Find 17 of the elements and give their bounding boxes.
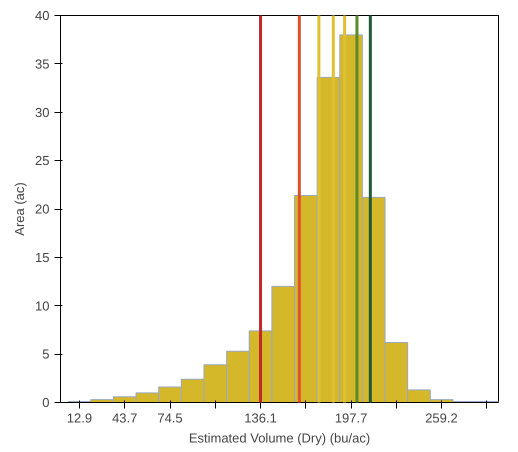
y-axis-title: Area (ac) xyxy=(12,182,28,236)
y-tick-label: 20 xyxy=(35,202,50,216)
x-tick-label: 136.1 xyxy=(244,410,277,426)
y-tick-label: 30 xyxy=(35,104,50,120)
x-tick-label: 259.2 xyxy=(425,410,458,426)
x-axis-title: Estimated Volume (Dry) (bu/ac) xyxy=(188,430,370,446)
x-tick-label: 12.9 xyxy=(66,410,92,426)
x-tick-label: 43.7 xyxy=(112,410,138,426)
y-tick-label: 10 xyxy=(35,298,50,314)
x-tick-label: 197.7 xyxy=(334,410,368,426)
y-tick-label: 0 xyxy=(42,395,50,410)
x-tick-label: 74.5 xyxy=(157,410,183,426)
y-tick-label: 35 xyxy=(35,56,50,72)
y-tick-label: 25 xyxy=(35,153,50,168)
y-tick-label: 5 xyxy=(42,346,50,362)
y-tick-label: 40 xyxy=(35,8,50,23)
y-tick-label: 15 xyxy=(35,250,50,265)
